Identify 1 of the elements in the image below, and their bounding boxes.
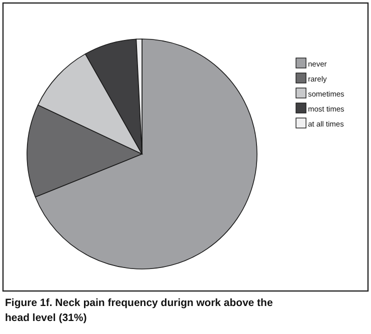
text: Figure 1f. Neck pain frequency durign work above the head level (31%) bbox=[5, 297, 273, 324]
